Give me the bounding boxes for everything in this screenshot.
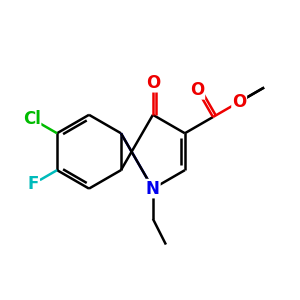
Text: O: O [232,93,246,111]
Text: F: F [28,175,39,193]
Text: O: O [190,81,204,99]
Text: Cl: Cl [23,110,40,128]
Text: N: N [146,180,160,198]
Text: O: O [146,74,160,92]
